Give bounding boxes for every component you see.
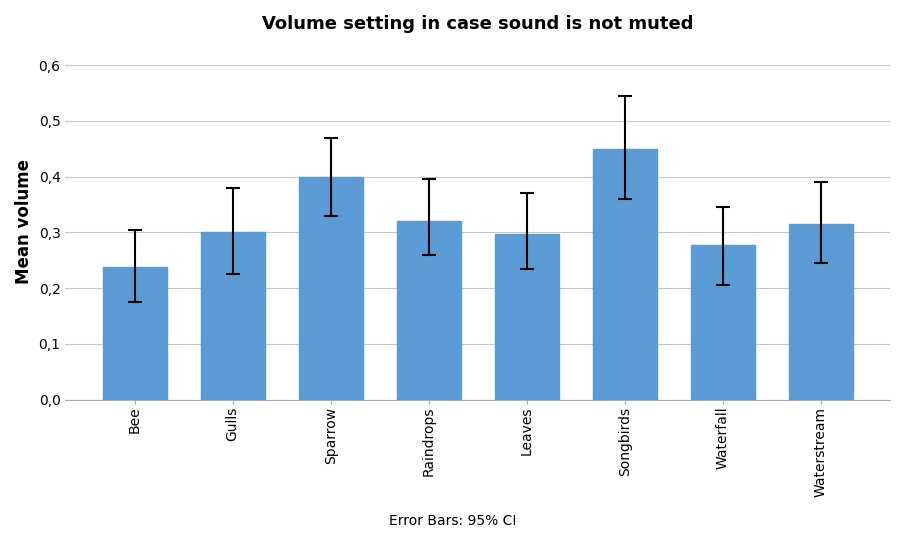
- Bar: [593, 149, 656, 400]
- Bar: [691, 245, 755, 400]
- Title: Volume setting in case sound is not muted: Volume setting in case sound is not mute…: [262, 15, 693, 33]
- Bar: [397, 221, 461, 400]
- Bar: [495, 233, 558, 400]
- Bar: [299, 177, 363, 400]
- Y-axis label: Mean volume: Mean volume: [15, 159, 33, 284]
- Bar: [103, 267, 167, 400]
- Bar: [201, 232, 264, 400]
- Bar: [789, 224, 853, 400]
- Text: Error Bars: 95% CI: Error Bars: 95% CI: [389, 514, 516, 528]
